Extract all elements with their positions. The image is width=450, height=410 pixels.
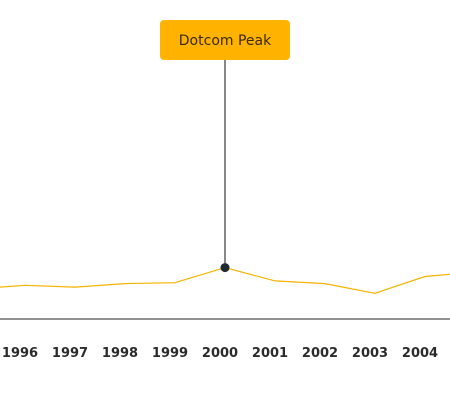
x-tick-label: 1998	[102, 346, 138, 361]
x-tick-label: 2000	[202, 346, 238, 361]
annotation-label: Dotcom Peak	[179, 33, 272, 49]
x-tick-label: 1999	[152, 346, 188, 361]
x-tick-label: 2004	[402, 346, 438, 361]
x-tick-label: 2003	[352, 346, 388, 361]
x-tick-label: 1996	[2, 346, 38, 361]
annotation-marker	[220, 263, 230, 273]
x-tick-label: 2002	[302, 346, 338, 361]
x-tick-label: 1997	[52, 346, 88, 361]
annotation-label-box	[160, 20, 290, 60]
x-tick-label: 2001	[252, 346, 288, 361]
